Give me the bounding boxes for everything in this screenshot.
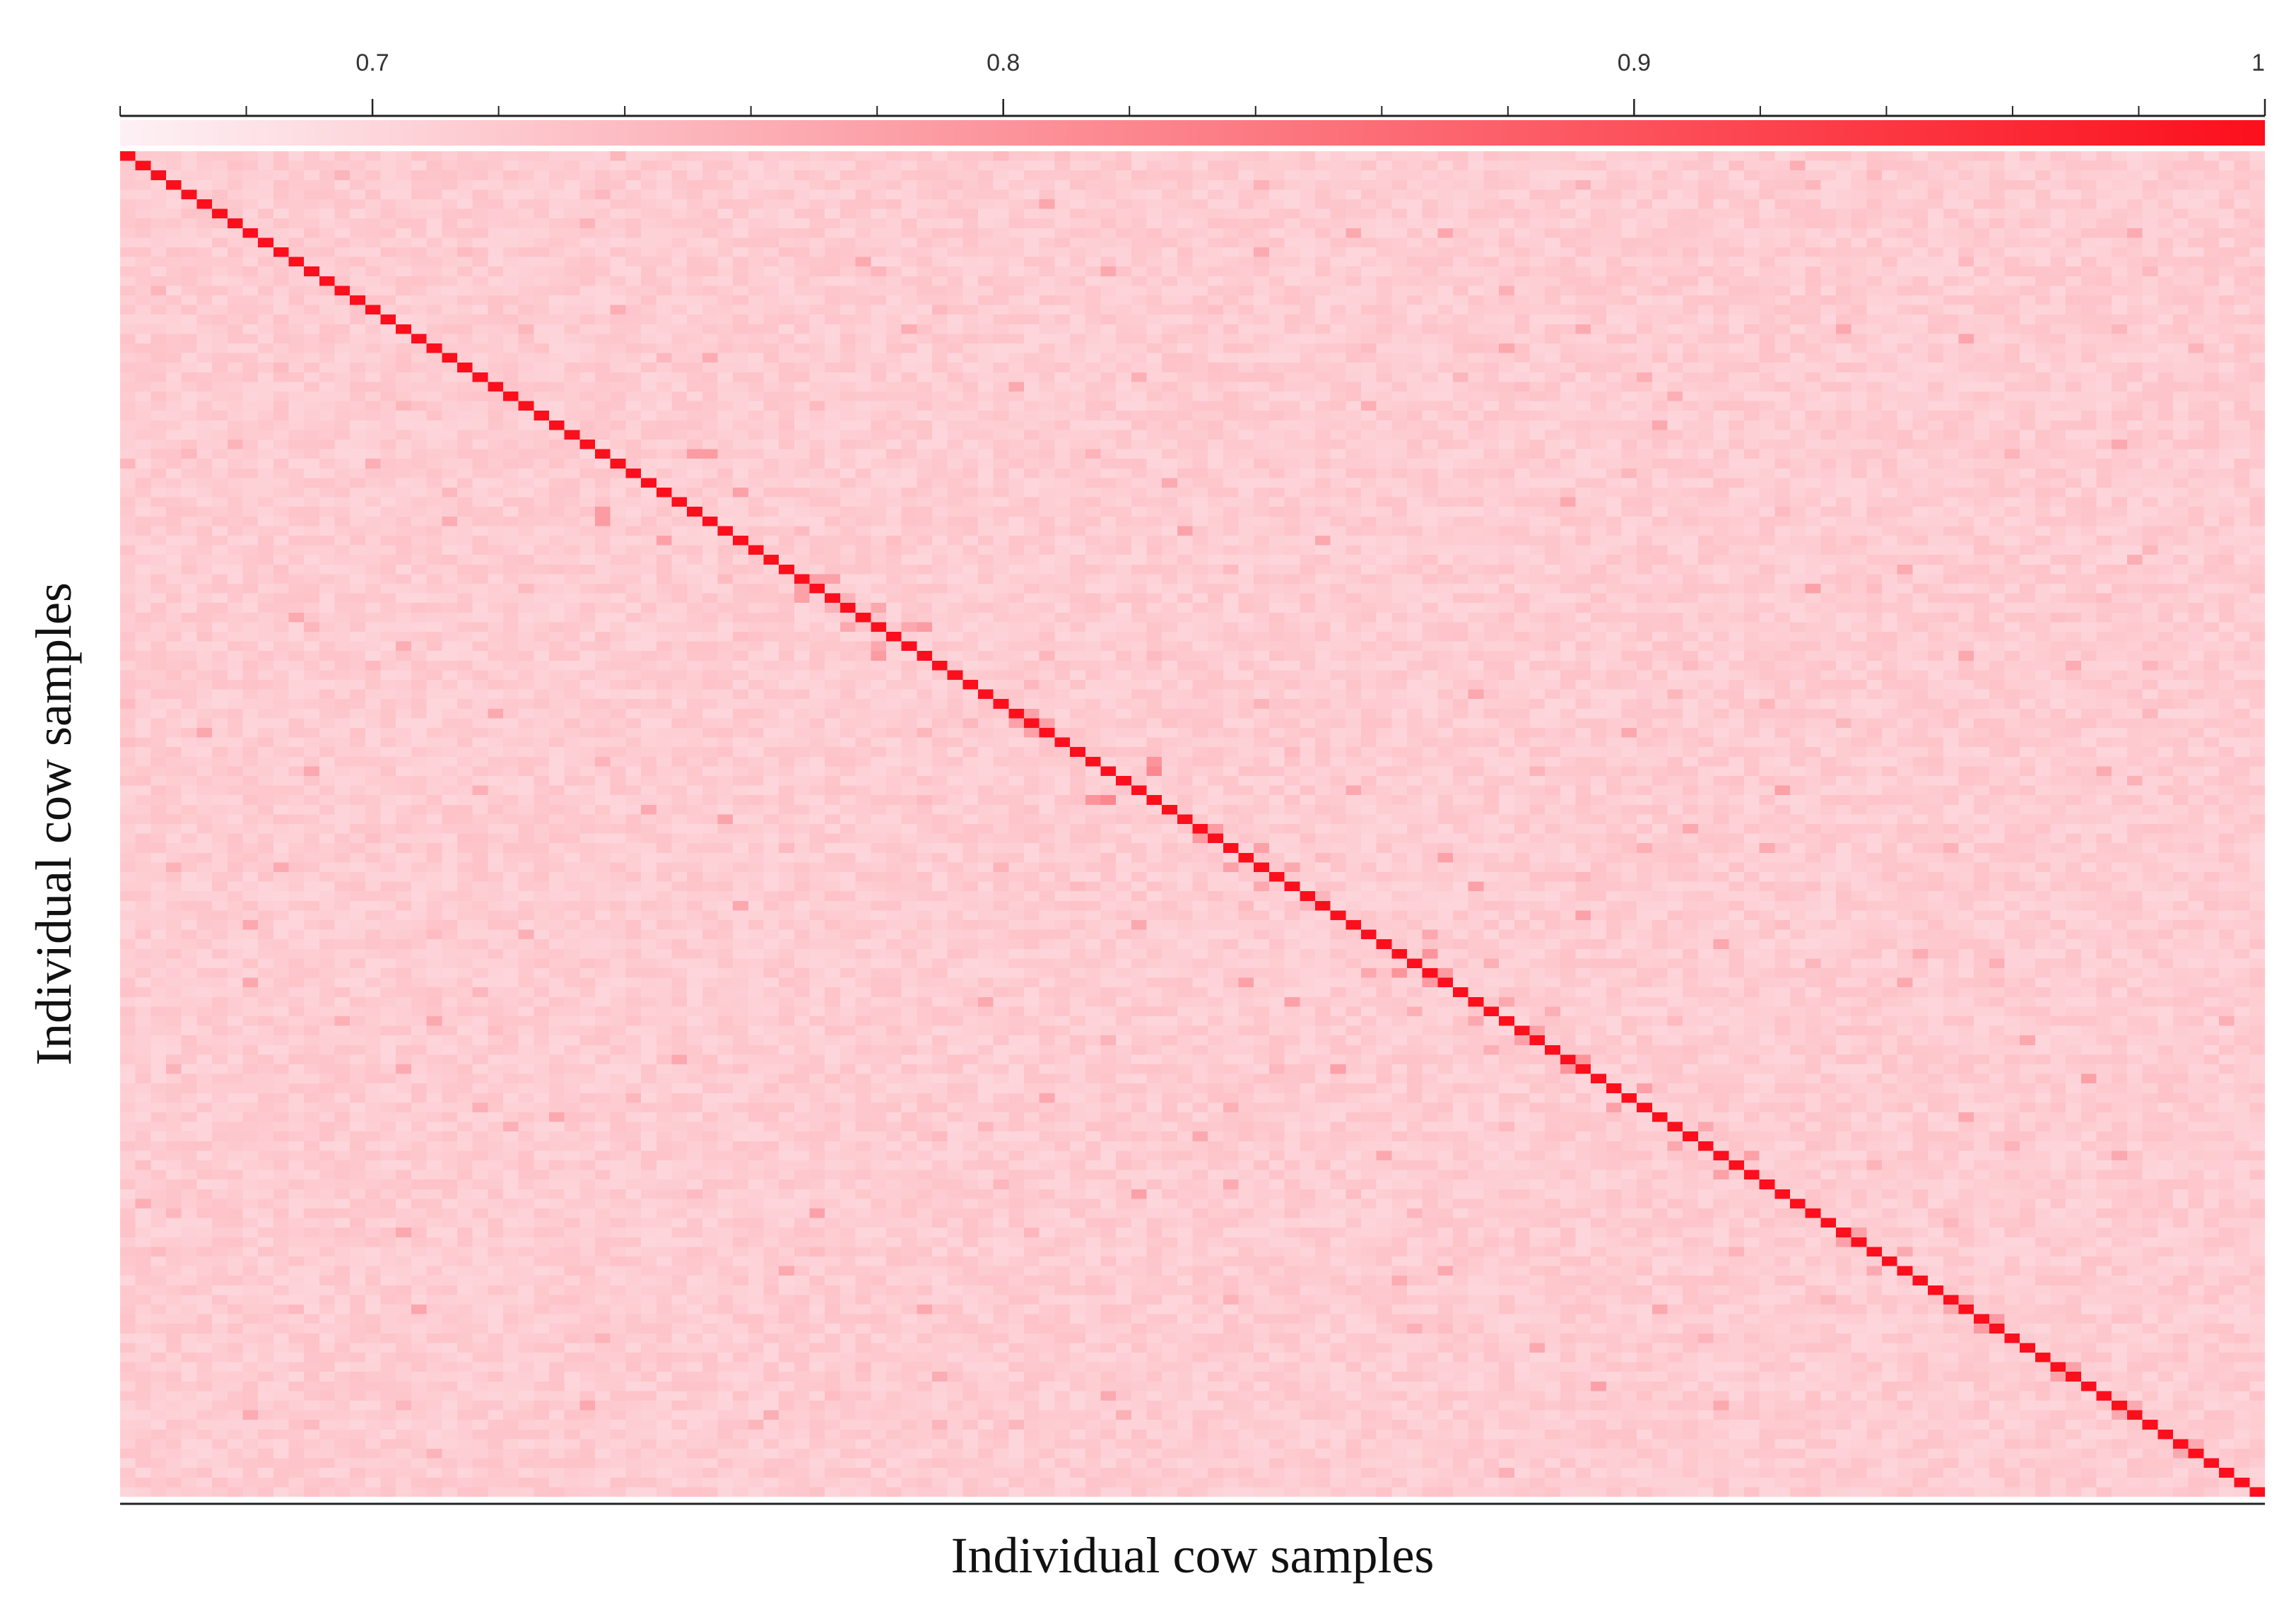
colorbar-tick-label: 0.7 xyxy=(355,49,389,76)
y-axis-title: Individual cow samples xyxy=(25,582,82,1066)
colorbar: 0.7 0.8 0.9 1 xyxy=(119,49,2266,146)
x-axis-title: Individual cow samples xyxy=(951,1527,1435,1584)
colorbar-gradient xyxy=(120,120,2265,146)
heatmap-cells xyxy=(120,151,2265,1497)
heatmap-matrix-raster xyxy=(120,151,2265,1497)
colorbar-tick-label: 0.9 xyxy=(1618,49,1651,76)
colorbar-tick-label: 1 xyxy=(2251,49,2265,76)
colorbar-tick-label: 0.8 xyxy=(987,49,1020,76)
colorbar-ticks: 0.7 0.8 0.9 1 xyxy=(119,49,2266,116)
